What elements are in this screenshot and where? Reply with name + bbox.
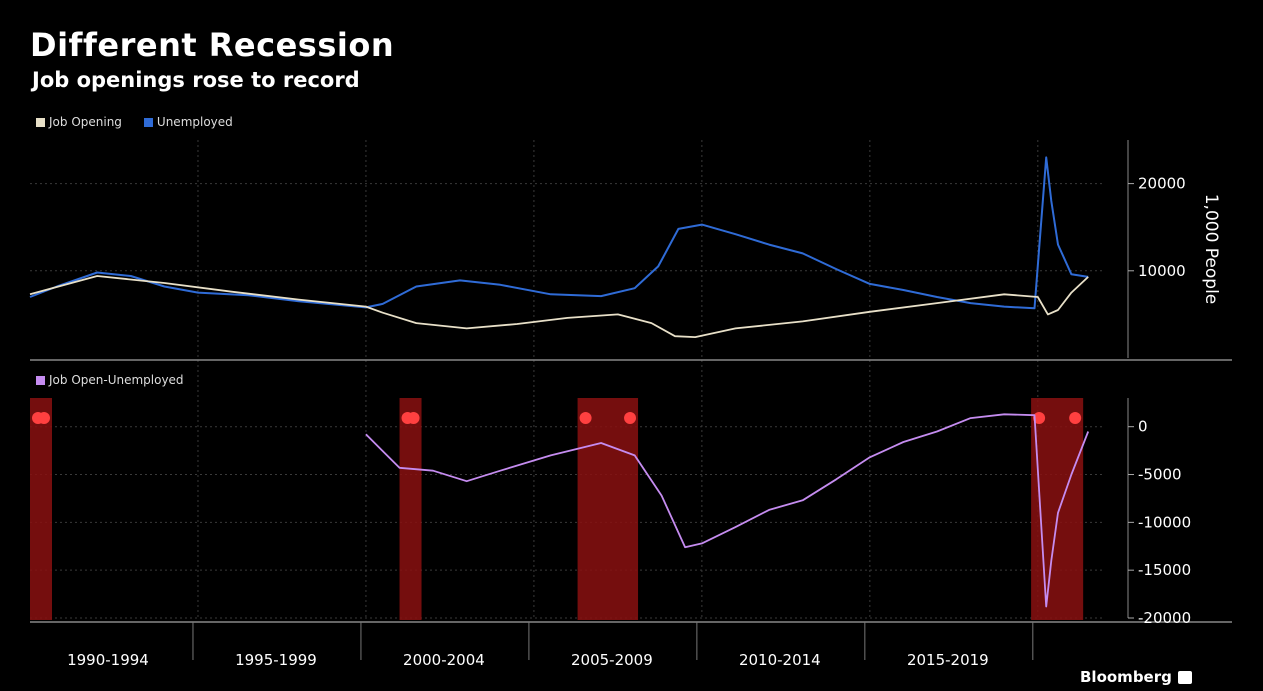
- y-axis-label: 1,000 People: [1201, 194, 1221, 305]
- brand-label: Bloomberg: [1080, 668, 1172, 686]
- recession-band: [577, 398, 639, 620]
- x-tick-label: 2000-2004: [403, 651, 485, 669]
- series-line-unemployed: [29, 156, 1089, 310]
- recession-band: [30, 398, 52, 620]
- bloomberg-logo-icon: [1177, 670, 1192, 684]
- legend-top: Job Opening Unemployed: [36, 115, 233, 129]
- y-tick-label: -10000: [1138, 513, 1191, 531]
- legend-swatch-unemployed: [143, 117, 153, 127]
- legend-bottom: Job Open-Unemployed: [36, 373, 184, 387]
- bloomberg-logo: Bloomberg: [1080, 668, 1192, 686]
- y-tick-label: -20000: [1138, 609, 1191, 627]
- legend-swatch-job-opening: [36, 117, 45, 127]
- recession-end-marker: [407, 412, 420, 424]
- recession-start-marker: [1033, 412, 1046, 424]
- legend-swatch-job-open-unemployed: [36, 375, 45, 385]
- legend-label-unemployed: Unemployed: [156, 115, 233, 129]
- legend-label-job-open-unemployed: Job Open-Unemployed: [49, 373, 184, 387]
- chart-title: Different Recession: [30, 26, 395, 64]
- recession-end-marker: [624, 412, 637, 424]
- y-tick-label: 0: [1138, 418, 1148, 436]
- y-tick-label: -5000: [1138, 466, 1182, 484]
- y-tick-label: 20000: [1138, 175, 1186, 193]
- x-tick-label: 2005-2009: [571, 651, 653, 669]
- y-tick-label: -15000: [1138, 561, 1191, 579]
- recession-end-marker: [1069, 412, 1082, 424]
- chart-subtitle: Job openings rose to record: [32, 68, 360, 92]
- x-tick-label: 1995-1999: [235, 651, 317, 669]
- recession-band: [399, 398, 422, 620]
- recession-end-marker: [38, 412, 50, 424]
- recession-start-marker: [579, 412, 592, 424]
- series-line-job-opening: [29, 275, 1089, 339]
- x-tick-label: 1990-1994: [67, 651, 149, 669]
- y-tick-label: 10000: [1138, 262, 1186, 280]
- series-line-job-open-unemployed: [365, 413, 1090, 608]
- x-tick-label: 2015-2019: [907, 651, 989, 669]
- legend-label-job-opening: Job Opening: [49, 115, 122, 129]
- x-tick-label: 2010-2014: [739, 651, 821, 669]
- recession-band: [1031, 398, 1084, 620]
